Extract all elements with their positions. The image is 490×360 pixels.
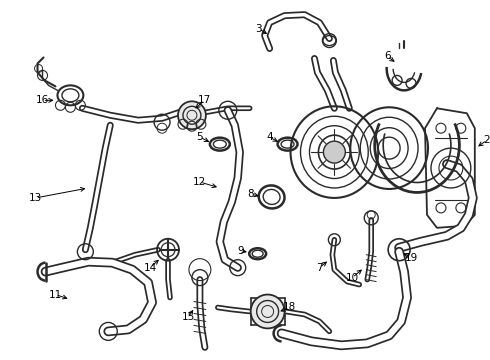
Text: 7: 7	[316, 263, 323, 273]
Text: 12: 12	[193, 177, 206, 187]
Text: 13: 13	[29, 193, 42, 203]
Text: 8: 8	[247, 189, 254, 199]
Text: 18: 18	[283, 302, 296, 312]
Text: 9: 9	[238, 246, 244, 256]
Text: 17: 17	[198, 95, 212, 105]
Text: 16: 16	[36, 95, 49, 105]
Text: 10: 10	[346, 273, 359, 283]
Text: 11: 11	[49, 289, 62, 300]
Text: 2: 2	[484, 135, 490, 145]
Text: 14: 14	[144, 263, 157, 273]
Circle shape	[323, 141, 345, 163]
Text: 15: 15	[181, 312, 195, 323]
Circle shape	[178, 101, 206, 129]
Text: 5: 5	[196, 132, 203, 142]
Circle shape	[251, 294, 285, 328]
Text: 19: 19	[404, 253, 417, 263]
Text: 3: 3	[255, 24, 262, 33]
Text: 4: 4	[266, 132, 273, 142]
Text: 6: 6	[384, 51, 391, 62]
